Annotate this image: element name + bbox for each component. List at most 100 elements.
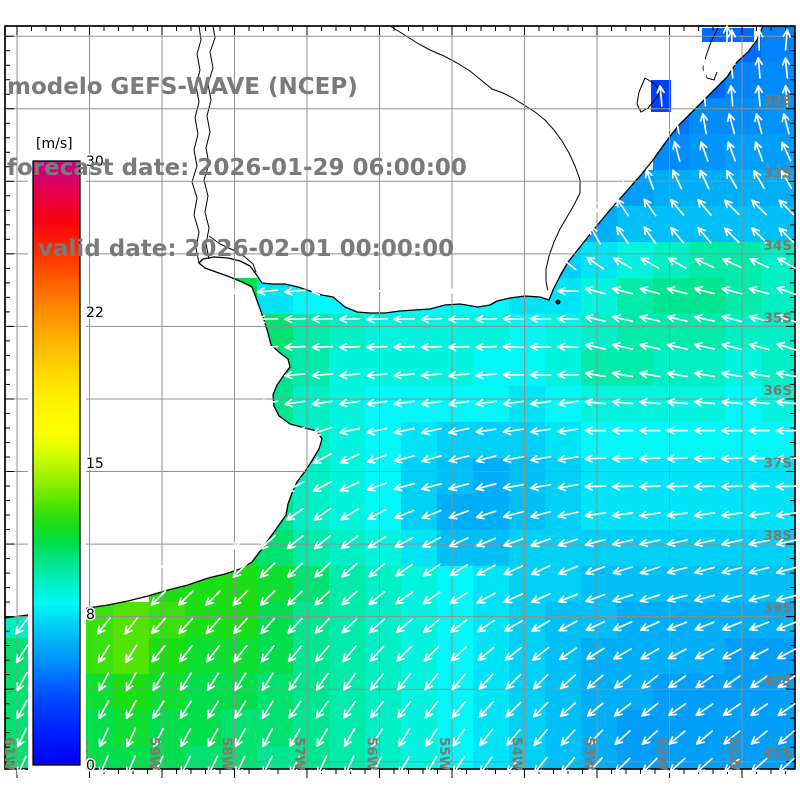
rivers-and-lagoons bbox=[191, 25, 719, 305]
wind-arrow bbox=[14, 617, 30, 635]
wind-arrow bbox=[699, 169, 710, 190]
wind-arrow bbox=[232, 590, 249, 606]
wind-arrow bbox=[256, 342, 279, 352]
wind-arrow bbox=[584, 286, 606, 295]
wind-arrow bbox=[205, 590, 222, 606]
wind-arrow bbox=[754, 29, 764, 51]
wind-arrow bbox=[672, 141, 681, 163]
ocean-cell bbox=[473, 710, 509, 746]
ocean-cell bbox=[365, 638, 401, 674]
colorbar-tick-label: 0 bbox=[86, 758, 95, 774]
ocean-cell bbox=[689, 386, 725, 422]
wind-arrow bbox=[447, 370, 470, 380]
ocean-cell bbox=[329, 602, 365, 638]
wind-arrow bbox=[420, 455, 443, 464]
wind-arrow bbox=[584, 454, 607, 463]
ocean-cell bbox=[617, 494, 653, 530]
wind-arrow bbox=[396, 645, 413, 662]
wind-arrow bbox=[232, 617, 248, 635]
ocean-cell bbox=[689, 242, 725, 278]
wind-arrow bbox=[749, 648, 769, 660]
wind-arrow bbox=[475, 370, 497, 380]
wind-arrow bbox=[699, 113, 709, 135]
wind-arrow bbox=[693, 286, 716, 295]
ocean-cell bbox=[653, 278, 689, 314]
wind-arrow bbox=[366, 454, 388, 464]
ocean-cell bbox=[365, 746, 401, 769]
wind-arrow bbox=[368, 562, 386, 578]
ocean-cell bbox=[725, 242, 761, 278]
wind-arrow bbox=[258, 480, 278, 493]
ocean-cell bbox=[581, 638, 617, 674]
ocean-cell bbox=[689, 494, 725, 530]
latitude-label: 32S bbox=[763, 93, 792, 109]
wind-arrow bbox=[206, 645, 221, 663]
latitude-label: 36S bbox=[763, 383, 792, 399]
ocean-cell bbox=[761, 494, 795, 530]
ocean-cell bbox=[581, 530, 617, 566]
wind-arrow bbox=[177, 562, 194, 579]
ocean-cell bbox=[401, 674, 437, 710]
ocean-cell bbox=[689, 350, 725, 386]
wind-arrow bbox=[178, 617, 194, 635]
wind-arrows bbox=[14, 25, 798, 776]
colorbar: [m/s] 30 22 15 8 0 bbox=[28, 126, 105, 776]
ocean-cell bbox=[761, 206, 795, 242]
wind-arrow bbox=[150, 562, 167, 579]
wind-arrow bbox=[694, 621, 715, 632]
wind-arrow bbox=[125, 699, 137, 720]
ocean-cell bbox=[617, 242, 653, 278]
wind-arrow bbox=[502, 510, 524, 520]
wind-arrow bbox=[506, 728, 521, 747]
wind-arrow bbox=[475, 510, 497, 520]
wind-arrow bbox=[341, 590, 358, 606]
ocean-cell bbox=[437, 458, 473, 494]
wind-arrow bbox=[557, 314, 579, 324]
wind-arrow bbox=[775, 370, 798, 379]
ocean-cell bbox=[725, 458, 761, 494]
wind-arrow bbox=[666, 566, 688, 576]
wind-arrow bbox=[420, 482, 443, 492]
wind-arrow bbox=[751, 227, 768, 244]
wind-arrow bbox=[393, 286, 416, 296]
ocean-cell bbox=[221, 602, 257, 638]
wind-arrow bbox=[557, 565, 579, 576]
ocean-cell bbox=[365, 566, 401, 602]
wind-arrow bbox=[478, 673, 494, 690]
wind-arrow bbox=[748, 621, 770, 632]
wind-arrow bbox=[775, 510, 798, 519]
wind-arrow bbox=[314, 617, 331, 634]
ocean-cell bbox=[689, 422, 725, 458]
wind-arrow bbox=[723, 227, 740, 244]
wind-arrow bbox=[16, 699, 28, 720]
wind-arrow bbox=[720, 398, 743, 407]
wind-arrow bbox=[257, 426, 278, 436]
wind-arrow bbox=[639, 454, 661, 463]
wind-arrow bbox=[234, 700, 247, 719]
wind-arrow bbox=[338, 427, 361, 436]
wind-arrow bbox=[721, 510, 743, 519]
wind-arrow bbox=[449, 619, 468, 633]
wind-arrow bbox=[260, 617, 276, 635]
wind-arrow bbox=[530, 454, 552, 464]
wind-arrow bbox=[640, 647, 660, 660]
ocean-cell bbox=[581, 350, 617, 386]
wind-arrow bbox=[476, 564, 496, 576]
wind-arrow bbox=[256, 398, 279, 408]
wind-arrow bbox=[667, 257, 687, 270]
ocean-cell bbox=[293, 350, 329, 386]
ocean-cell bbox=[509, 350, 545, 386]
ocean-cell bbox=[689, 278, 725, 314]
wind-arrow bbox=[586, 256, 605, 270]
wind-arrow bbox=[666, 398, 689, 407]
wind-arrow bbox=[152, 700, 165, 719]
wind-arrow bbox=[666, 426, 689, 435]
latitude-label: 33S bbox=[763, 165, 792, 181]
wind-arrow bbox=[669, 198, 685, 216]
ocean-cell bbox=[257, 674, 293, 710]
ocean-cell bbox=[149, 674, 185, 710]
wind-arrow bbox=[641, 702, 659, 717]
ocean-cell bbox=[293, 602, 329, 638]
ocean-cell bbox=[437, 638, 473, 674]
